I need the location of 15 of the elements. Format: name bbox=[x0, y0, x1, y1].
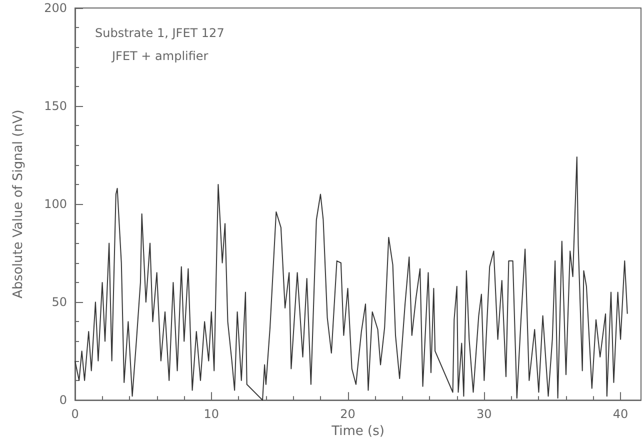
x-tick-label: 10 bbox=[204, 407, 220, 422]
x-axis-title: Time (s) bbox=[330, 424, 384, 439]
x-tick-label: 30 bbox=[476, 407, 492, 422]
x-tick-label: 0 bbox=[71, 407, 79, 422]
line-series bbox=[74, 156, 628, 401]
y-tick-label: 50 bbox=[52, 295, 67, 310]
annotation: JFET + amplifier bbox=[111, 49, 208, 63]
y-tick-label: 0 bbox=[59, 393, 67, 408]
x-tick-label: 40 bbox=[612, 407, 628, 422]
y-tick-label: 200 bbox=[44, 1, 67, 15]
y-tick-label: 100 bbox=[44, 197, 67, 212]
x-tick-label: 20 bbox=[340, 407, 356, 422]
y-tick-label: 150 bbox=[44, 99, 67, 114]
y-axis-title: Absolute Value of Signal (nV) bbox=[11, 110, 26, 298]
annotation: Substrate 1, JFET 127 bbox=[95, 26, 224, 40]
